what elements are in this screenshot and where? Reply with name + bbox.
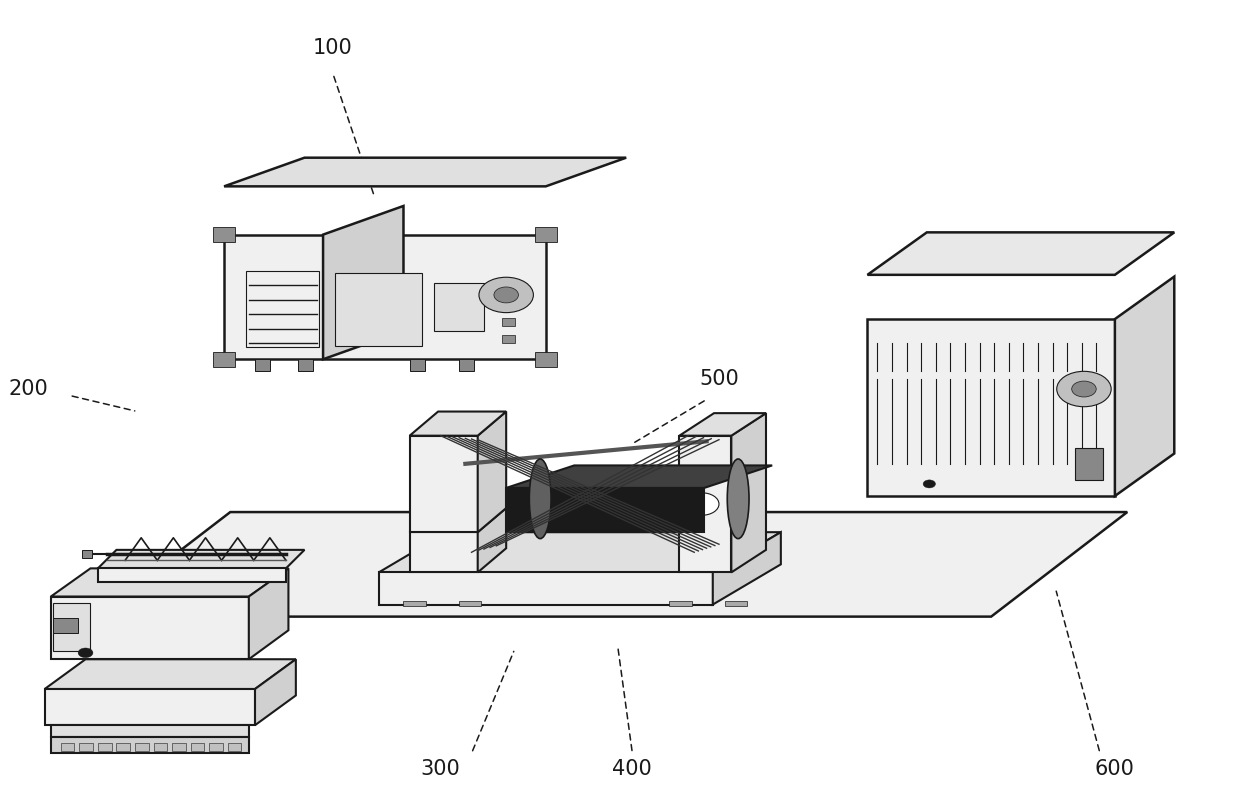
Ellipse shape <box>728 459 749 538</box>
Bar <box>670 600 692 606</box>
Bar <box>247 271 320 347</box>
Polygon shape <box>255 659 296 725</box>
Text: 200: 200 <box>9 379 48 399</box>
Bar <box>172 743 186 751</box>
Bar <box>228 743 242 751</box>
Ellipse shape <box>529 459 551 538</box>
Polygon shape <box>506 488 704 532</box>
Circle shape <box>78 648 93 658</box>
Polygon shape <box>409 412 506 436</box>
Bar <box>135 743 149 751</box>
Bar <box>1075 448 1102 480</box>
Polygon shape <box>680 413 766 436</box>
Polygon shape <box>506 466 773 488</box>
Polygon shape <box>324 206 403 359</box>
Polygon shape <box>94 512 1127 617</box>
Bar <box>434 283 484 331</box>
Polygon shape <box>713 532 781 604</box>
Polygon shape <box>224 157 626 186</box>
Polygon shape <box>868 232 1174 275</box>
Circle shape <box>494 287 518 303</box>
Polygon shape <box>680 436 732 572</box>
Bar <box>213 228 236 242</box>
Bar <box>117 743 130 751</box>
Polygon shape <box>51 568 289 596</box>
Bar <box>725 600 748 606</box>
Bar <box>191 743 205 751</box>
Polygon shape <box>51 725 249 738</box>
Polygon shape <box>98 568 286 582</box>
Bar <box>213 352 236 366</box>
Bar <box>82 550 92 558</box>
Circle shape <box>684 493 719 516</box>
Polygon shape <box>409 508 506 532</box>
Bar <box>255 359 270 371</box>
Bar <box>409 359 424 371</box>
Polygon shape <box>477 412 506 532</box>
Circle shape <box>1071 381 1096 397</box>
Polygon shape <box>45 689 255 725</box>
Bar <box>534 352 557 366</box>
Polygon shape <box>409 532 477 572</box>
Bar <box>154 743 167 751</box>
Polygon shape <box>732 413 766 572</box>
Polygon shape <box>1115 277 1174 496</box>
Bar <box>61 743 74 751</box>
Bar <box>403 600 425 606</box>
Polygon shape <box>51 596 249 659</box>
Text: 600: 600 <box>1095 759 1135 780</box>
Polygon shape <box>98 550 305 568</box>
Bar <box>502 335 515 343</box>
Bar <box>299 359 314 371</box>
Text: 400: 400 <box>613 759 652 780</box>
Text: 100: 100 <box>312 38 353 58</box>
Polygon shape <box>45 659 296 689</box>
Polygon shape <box>378 572 713 604</box>
Text: 300: 300 <box>420 759 460 780</box>
Circle shape <box>1056 371 1111 407</box>
Polygon shape <box>868 319 1115 496</box>
Text: 500: 500 <box>699 370 739 389</box>
Polygon shape <box>249 568 289 659</box>
Polygon shape <box>477 508 506 572</box>
Polygon shape <box>224 235 546 359</box>
Circle shape <box>923 480 935 488</box>
Bar <box>502 318 515 326</box>
Polygon shape <box>409 436 477 532</box>
Bar <box>98 743 112 751</box>
Bar <box>53 618 78 633</box>
Bar <box>210 743 223 751</box>
Polygon shape <box>51 738 249 754</box>
Circle shape <box>479 278 533 312</box>
Polygon shape <box>378 532 781 572</box>
Bar <box>459 359 474 371</box>
Bar <box>534 228 557 242</box>
Bar <box>53 603 91 651</box>
Bar <box>79 743 93 751</box>
Bar <box>336 274 422 345</box>
Bar <box>459 600 481 606</box>
